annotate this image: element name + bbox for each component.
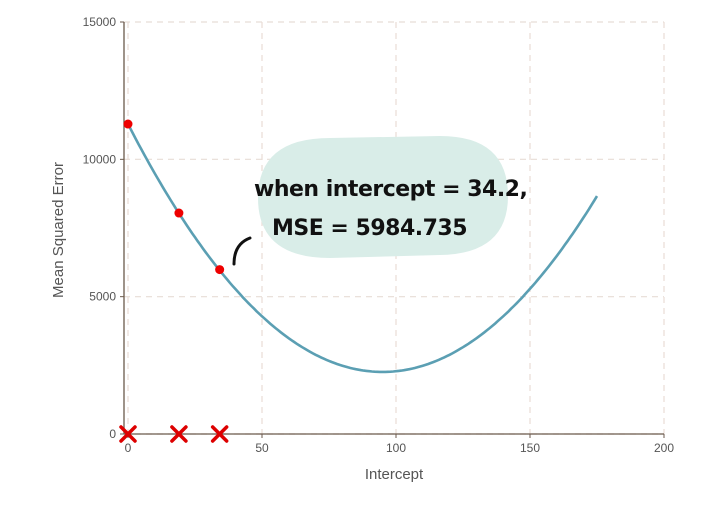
x-marker-stroke <box>119 425 137 443</box>
x-tick-label: 0 <box>125 441 132 455</box>
y-tick-label: 15000 <box>83 15 117 29</box>
x-tick-label: 200 <box>654 441 674 455</box>
x-marker-icon <box>119 425 137 443</box>
y-tick-label: 0 <box>109 427 116 441</box>
y-tick-label: 5000 <box>89 290 116 304</box>
x-marker-stroke <box>210 425 229 443</box>
annotation-pointer <box>232 236 252 266</box>
x-tick-label: 100 <box>386 441 406 455</box>
data-point <box>123 119 133 129</box>
annotation-line2: MSE = 5984.735 <box>272 216 467 241</box>
annotation-bubble <box>258 136 508 258</box>
y-axis-label: Mean Squared Error <box>50 162 67 298</box>
axes <box>120 21 665 438</box>
data-point <box>174 208 184 218</box>
x-markers <box>119 425 229 443</box>
x-marker-icon <box>170 425 188 443</box>
annotation: when intercept = 34.2, MSE = 5984.735 <box>232 136 528 266</box>
x-marker-stroke <box>170 425 188 443</box>
tick-labels: 0 50 100 150 200 0 5000 10000 15000 <box>83 15 675 455</box>
x-marker-icon <box>210 425 229 443</box>
data-points <box>123 119 225 275</box>
x-tick-label: 50 <box>255 441 269 455</box>
annotation-line1: when intercept = 34.2, <box>254 177 527 202</box>
x-axis-label: Intercept <box>365 466 424 483</box>
mse-curve <box>126 123 599 374</box>
y-tick-label: 10000 <box>83 152 117 166</box>
data-point <box>215 265 225 275</box>
x-tick-label: 150 <box>520 441 540 455</box>
